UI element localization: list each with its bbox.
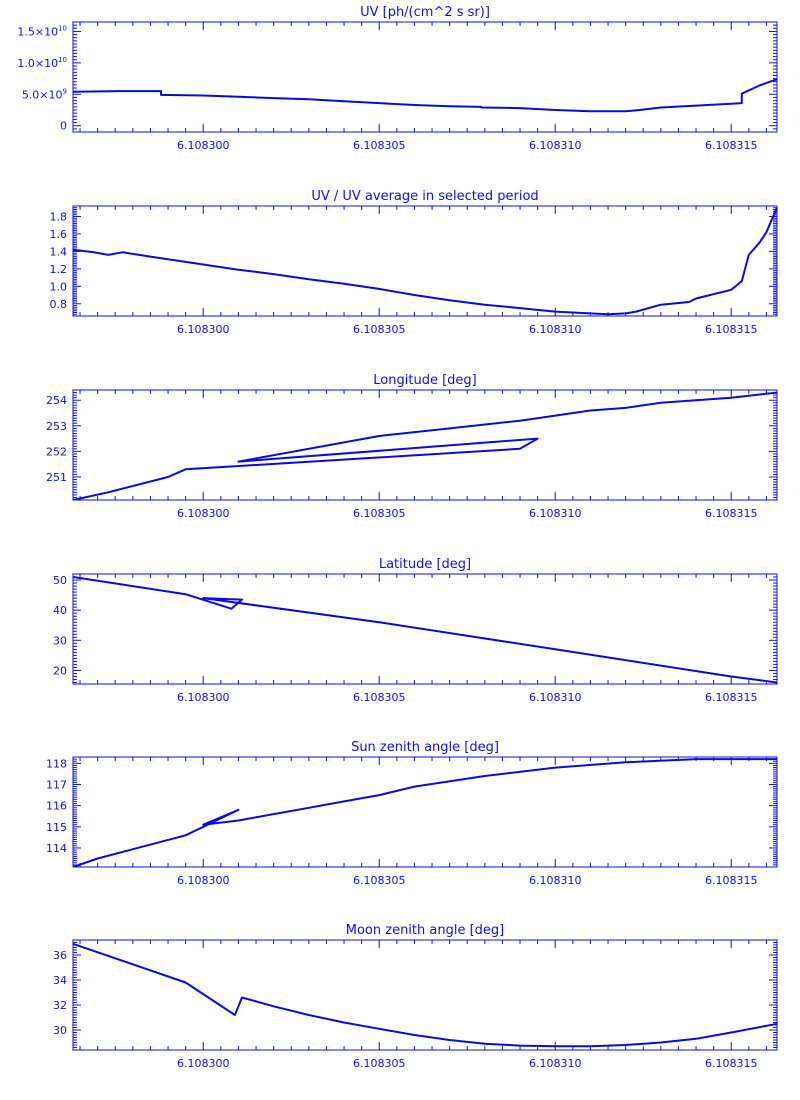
y-tick-label: 1.5×1010 bbox=[17, 24, 67, 38]
y-tick-label: 1.0 bbox=[50, 280, 68, 293]
series-line bbox=[73, 207, 777, 316]
y-tick-label: 30 bbox=[53, 1024, 67, 1037]
plot-frame bbox=[72, 756, 778, 868]
x-tick-label: 6.108305 bbox=[353, 1057, 406, 1070]
y-tick-label: 1.8 bbox=[50, 210, 68, 223]
x-tick-label: 6.108305 bbox=[353, 691, 406, 704]
x-tick-label: 6.108305 bbox=[353, 139, 406, 152]
x-tick-label: 6.108310 bbox=[529, 139, 582, 152]
x-tick-label: 6.108300 bbox=[177, 139, 230, 152]
x-tick-label: 6.108315 bbox=[705, 323, 758, 336]
y-tick-label: 251 bbox=[46, 471, 67, 484]
y-tick-label: 40 bbox=[53, 604, 67, 617]
y-tick-label: 34 bbox=[53, 974, 67, 987]
plot-frame bbox=[72, 939, 778, 1051]
y-tick-label: 30 bbox=[53, 634, 67, 647]
x-tick-label: 6.108305 bbox=[353, 323, 406, 336]
x-tick-label: 6.108315 bbox=[705, 507, 758, 520]
x-tick-label: 6.108310 bbox=[529, 323, 582, 336]
plot-frame bbox=[72, 205, 778, 317]
series-line bbox=[73, 942, 777, 1048]
y-tick-exponent: 10 bbox=[58, 56, 67, 64]
x-tick-label: 6.108310 bbox=[529, 874, 582, 887]
y-tick-label: 114 bbox=[46, 842, 67, 855]
y-tick-label: 1.6 bbox=[50, 228, 68, 241]
y-tick-mantissa: 1.5×10 bbox=[17, 25, 58, 38]
chart-title: Latitude [deg] bbox=[379, 557, 471, 572]
y-tick-label: 20 bbox=[53, 664, 67, 677]
chart-panel-4: Latitude [deg] 6.108300 6.108305 6.108310 6.… bbox=[53, 557, 778, 704]
x-tick-label: 6.108315 bbox=[705, 691, 758, 704]
x-tick-label: 6.108310 bbox=[529, 507, 582, 520]
chart-title: UV / UV average in selected period bbox=[311, 189, 538, 204]
x-tick-label: 6.108300 bbox=[177, 874, 230, 887]
y-tick-label: 36 bbox=[53, 949, 67, 962]
plot-frame bbox=[72, 389, 778, 501]
y-tick-label: 50 bbox=[53, 574, 67, 587]
chart-title: UV [ph/(cm^2 s sr)] bbox=[360, 5, 490, 20]
y-tick-mantissa: 1.0×10 bbox=[17, 57, 58, 70]
x-tick-label: 6.108315 bbox=[705, 139, 758, 152]
chart-title: Longitude [deg] bbox=[373, 373, 476, 388]
plot-frame bbox=[72, 573, 778, 685]
series-line bbox=[73, 391, 777, 500]
y-tick-label: 1.4 bbox=[50, 245, 68, 258]
x-tick-label: 6.108300 bbox=[177, 691, 230, 704]
chart-panel-3: Longitude [deg] 6.108300 6.108305 6.108310 6… bbox=[46, 373, 778, 520]
series-line bbox=[73, 78, 777, 113]
y-tick-label: 1.2 bbox=[50, 263, 68, 276]
y-tick-label: 5.0×109 bbox=[22, 87, 67, 101]
y-tick-label: 254 bbox=[46, 394, 67, 407]
chart-panel-1: UV [ph/(cm^2 s sr)] 6.108300 6.108305 6.108… bbox=[17, 5, 778, 152]
series-line bbox=[73, 576, 777, 684]
y-tick-label: 116 bbox=[46, 800, 67, 813]
chart-panel-5: Sun zenith angle [deg] 6.108300 6.108305 6.… bbox=[46, 740, 778, 887]
chart-panel-2: UV / UV average in selected period 6.1083… bbox=[50, 189, 778, 336]
y-tick-label: 0.8 bbox=[50, 298, 68, 311]
x-tick-label: 6.108315 bbox=[705, 1057, 758, 1070]
y-tick-label: 117 bbox=[46, 779, 67, 792]
y-tick-exponent: 10 bbox=[58, 24, 67, 32]
x-tick-label: 6.108310 bbox=[529, 1057, 582, 1070]
chart-title: Moon zenith angle [deg] bbox=[346, 923, 504, 938]
y-tick-mantissa: 5.0×10 bbox=[22, 88, 63, 101]
y-tick-label: 1.0×1010 bbox=[17, 56, 67, 70]
x-tick-label: 6.108315 bbox=[705, 874, 758, 887]
y-tick-label: 118 bbox=[46, 757, 67, 770]
plot-frame bbox=[72, 21, 778, 133]
y-tick-label: 32 bbox=[53, 999, 67, 1012]
x-tick-label: 6.108300 bbox=[177, 323, 230, 336]
y-tick-label: 253 bbox=[46, 420, 67, 433]
y-tick-label: 115 bbox=[46, 821, 67, 834]
chart-panel-6: Moon zenith angle [deg] 6.108300 6.108305 6… bbox=[53, 923, 778, 1070]
y-tick-label: 0 bbox=[60, 120, 67, 133]
x-tick-label: 6.108300 bbox=[177, 507, 230, 520]
chart-title: Sun zenith angle [deg] bbox=[351, 740, 499, 755]
x-tick-label: 6.108310 bbox=[529, 691, 582, 704]
x-tick-label: 6.108305 bbox=[353, 507, 406, 520]
x-tick-label: 6.108305 bbox=[353, 874, 406, 887]
y-tick-exponent: 9 bbox=[63, 87, 67, 95]
series-line bbox=[73, 758, 777, 867]
x-tick-label: 6.108300 bbox=[177, 1057, 230, 1070]
y-tick-label: 252 bbox=[46, 445, 67, 458]
